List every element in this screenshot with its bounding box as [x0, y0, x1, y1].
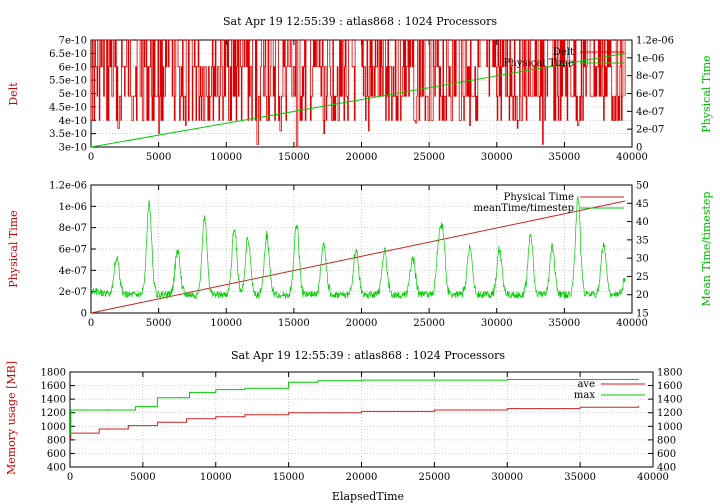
p1-x-tick-label: 25000	[413, 318, 445, 329]
p0-y-tick-label: 3.5e-10	[49, 129, 87, 140]
p2-y2-tick-label: 400	[657, 463, 676, 474]
p0-y2-tick-label: 4e-07	[636, 107, 664, 118]
p2-y-tick-label: 1400	[41, 395, 66, 406]
p0-x-tick-label: 30000	[481, 152, 513, 163]
p0-y-tick-label: 6e-10	[59, 62, 87, 73]
p2-y-tick-label: 1200	[41, 408, 66, 419]
p1-y2-tick-label: 25	[636, 272, 649, 283]
panel2-y-axis-label: Physical Time	[7, 210, 20, 287]
p2-x-tick-label: 30000	[491, 472, 523, 483]
p2-y2-tick-label: 1000	[657, 422, 682, 433]
p1-y2-tick-label: 40	[636, 217, 649, 228]
p1-y-tick-label: 6e-07	[59, 245, 87, 256]
p1-x-tick-label: 35000	[548, 318, 580, 329]
p0-x-tick-label: 15000	[278, 152, 310, 163]
p1-x-tick-label: 20000	[346, 318, 378, 329]
p2-y-tick-label: 600	[47, 449, 66, 460]
panel1-y2-axis-label: Physical Time	[700, 55, 713, 132]
p1-y-tick-label: 1.2e-06	[49, 181, 87, 192]
physical-time-mean-time-panel: Physical Time Mean Time/timestep 0 5000 10…	[7, 181, 713, 330]
p1-y2-tick-label: 15	[636, 309, 649, 320]
delt-series-line	[90, 39, 626, 148]
p2-y-tick-label: 1600	[41, 381, 66, 392]
p2-x-tick-label: 40000	[637, 472, 669, 483]
p1-x-tick-label: 40000	[616, 318, 648, 329]
p2-legend-label: ave	[577, 379, 595, 390]
p1-x-tick-label: 5000	[146, 318, 171, 329]
p0-legend-label: Delt	[553, 47, 574, 58]
p0-y-tick-label: 7e-10	[59, 36, 87, 47]
p2-y2-tick-label: 1600	[657, 381, 682, 392]
p0-y-tick-label: 5e-10	[59, 89, 87, 100]
panel2-y2-axis-label: Mean Time/timestep	[700, 192, 713, 307]
delt-physical-time-panel: Sat Apr 19 12:55:39 : atlas868 : 1024 Pr…	[7, 15, 713, 163]
p1-x-tick-label: 30000	[481, 318, 513, 329]
p1-y2-tick-label: 45	[636, 199, 649, 210]
p2-y2-tick-label: 1400	[657, 395, 682, 406]
p0-x-tick-label: 25000	[413, 152, 445, 163]
p0-x-tick-label: 0	[88, 152, 94, 163]
p1-y-tick-label: 2e-07	[59, 287, 87, 298]
p1-y2-tick-label: 30	[636, 254, 649, 265]
p0-y-tick-label: 5.5e-10	[49, 76, 87, 87]
p0-y2-tick-label: 2e-07	[636, 125, 664, 136]
p2-x-tick-label: 35000	[564, 472, 596, 483]
p0-y2-tick-label: 0	[636, 143, 642, 154]
p0-y-tick-label: 3e-10	[59, 143, 87, 154]
p2-x-tick-label: 5000	[130, 472, 155, 483]
p1-y-tick-label: 1e-06	[59, 202, 87, 213]
p2-y-tick-label: 1800	[41, 368, 66, 379]
p1-y2-tick-label: 35	[636, 235, 649, 246]
p1-y2-tick-label: 20	[636, 290, 649, 301]
p0-legend-label: Physical Time	[504, 58, 574, 69]
p0-x-tick-label: 10000	[210, 152, 242, 163]
p2-x-tick-label: 0	[67, 472, 73, 483]
p0-y-tick-label: 6.5e-10	[49, 49, 87, 60]
p1-y-tick-label: 8e-07	[59, 223, 87, 234]
panel3-title: Sat Apr 19 12:55:39 : atlas868 : 1024 Pr…	[231, 349, 505, 362]
p1-x-tick-label: 10000	[210, 318, 242, 329]
p0-y2-tick-label: 1e-06	[636, 53, 664, 64]
p2-y2-tick-label: 600	[657, 449, 676, 460]
p0-y2-tick-label: 1.2e-06	[636, 36, 674, 47]
p0-y2-tick-label: 6e-07	[636, 89, 664, 100]
p0-x-tick-label: 5000	[146, 152, 171, 163]
p2-y2-tick-label: 800	[657, 435, 676, 446]
mean-time-series-line	[90, 196, 626, 300]
panel3-y-axis-label: Memory usage [MB]	[5, 361, 18, 475]
p0-y-tick-label: 4e-10	[59, 116, 87, 127]
physical-time-series-line	[90, 200, 626, 314]
p2-y2-tick-label: 1800	[657, 368, 682, 379]
memory-usage-panel: Sat Apr 19 12:55:39 : atlas868 : 1024 Pr…	[5, 349, 682, 503]
p2-x-tick-label: 25000	[418, 472, 450, 483]
p2-y-tick-label: 800	[47, 435, 66, 446]
p1-y-tick-label: 4e-07	[59, 266, 87, 277]
p1-legend-label: meanTime/timestep	[473, 203, 574, 214]
p0-y2-tick-label: 8e-07	[636, 71, 664, 82]
p2-legend-label: max	[574, 390, 595, 401]
p1-x-tick-label: 0	[88, 318, 94, 329]
p1-legend-label: Physical Time	[504, 192, 574, 203]
p1-x-tick-label: 15000	[278, 318, 310, 329]
p2-y-tick-label: 400	[47, 463, 66, 474]
p1-y-tick-label: 0	[81, 309, 87, 320]
panel3-x-axis-label: ElapsedTime	[332, 490, 404, 503]
p0-x-tick-label: 20000	[346, 152, 378, 163]
p2-x-tick-label: 15000	[273, 472, 305, 483]
p2-y2-tick-label: 1200	[657, 408, 682, 419]
p2-x-tick-label: 20000	[346, 472, 378, 483]
p0-x-tick-label: 35000	[548, 152, 580, 163]
p0-x-tick-label: 40000	[616, 152, 648, 163]
ave-series-line	[70, 405, 639, 441]
p1-y2-tick-label: 50	[636, 181, 649, 192]
panel1-y-axis-label: Delt	[7, 82, 20, 106]
panel1-title: Sat Apr 19 12:55:39 : atlas868 : 1024 Pr…	[223, 15, 497, 28]
p2-plot-frame	[69, 371, 654, 468]
p2-x-tick-label: 10000	[200, 472, 232, 483]
physical-time-series-line	[90, 52, 626, 148]
p0-y-tick-label: 4.5e-10	[49, 102, 87, 113]
p2-y-tick-label: 1000	[41, 422, 66, 433]
max-series-line	[70, 378, 639, 435]
